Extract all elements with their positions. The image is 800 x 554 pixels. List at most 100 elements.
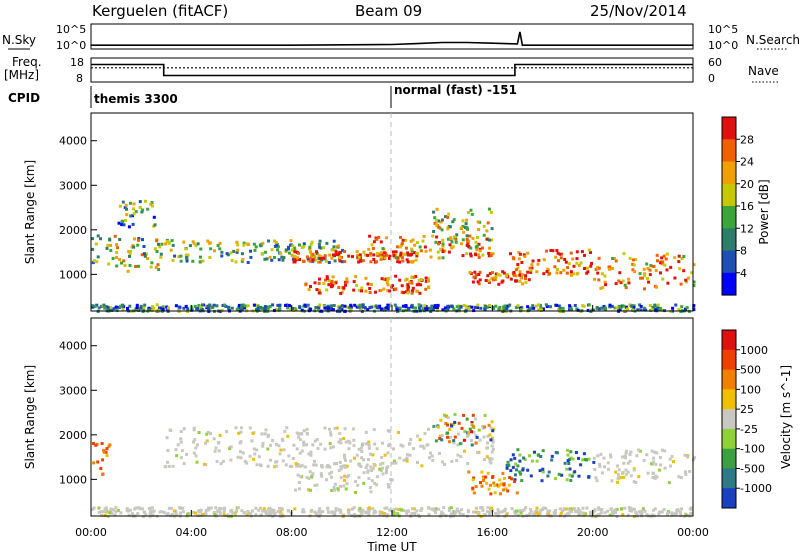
heatmap-cell bbox=[665, 268, 669, 272]
heatmap-cell bbox=[393, 511, 397, 515]
heatmap-cell bbox=[239, 430, 243, 434]
heatmap-cell bbox=[144, 513, 148, 517]
heatmap-cell bbox=[501, 471, 505, 475]
heatmap-cell bbox=[437, 219, 440, 223]
heatmap-cell bbox=[269, 458, 273, 462]
heatmap-cell bbox=[448, 243, 452, 247]
heatmap-cell bbox=[302, 429, 306, 433]
heatmap-cell bbox=[471, 413, 475, 417]
heatmap-cell bbox=[277, 444, 281, 448]
x-tick-label: 20:00 bbox=[577, 526, 609, 539]
heatmap-cell bbox=[415, 254, 419, 258]
heatmap-cell bbox=[644, 308, 648, 312]
heatmap-cell bbox=[469, 254, 473, 258]
heatmap-cell bbox=[417, 278, 421, 282]
heatmap-cell bbox=[672, 513, 676, 516]
heatmap-cell bbox=[622, 475, 626, 479]
heatmap-cell bbox=[360, 513, 364, 517]
heatmap-cell bbox=[645, 262, 649, 266]
heatmap-cell bbox=[535, 511, 539, 515]
heatmap-cell bbox=[253, 248, 257, 252]
heatmap-cell bbox=[629, 506, 632, 510]
heatmap-cell bbox=[383, 278, 386, 282]
heatmap-cell bbox=[512, 271, 516, 274]
heatmap-cell bbox=[216, 244, 220, 248]
heatmap-cell bbox=[531, 459, 534, 463]
heatmap-cell bbox=[611, 267, 615, 270]
heatmap-cell bbox=[134, 265, 138, 268]
heatmap-cell bbox=[108, 238, 112, 242]
heatmap-cell bbox=[246, 242, 250, 246]
heatmap-cell bbox=[292, 443, 296, 447]
colorbar-swatch bbox=[722, 139, 736, 163]
heatmap-cell bbox=[624, 305, 628, 309]
heatmap-cell bbox=[470, 430, 474, 434]
heatmap-cell bbox=[404, 246, 408, 250]
heatmap-cell bbox=[515, 491, 519, 495]
heatmap-cell bbox=[614, 259, 618, 263]
heatmap-cell bbox=[357, 476, 361, 480]
heatmap-cell bbox=[394, 250, 398, 254]
heatmap-cell bbox=[229, 251, 233, 255]
heatmap-cell bbox=[684, 513, 688, 517]
heatmap-cell bbox=[595, 479, 599, 483]
heatmap-cell bbox=[581, 513, 585, 517]
heatmap-cell bbox=[192, 242, 196, 246]
heatmap-cell bbox=[637, 448, 641, 452]
heatmap-cell bbox=[142, 245, 146, 248]
heatmap-cell bbox=[521, 509, 525, 513]
heatmap-cell bbox=[421, 307, 425, 311]
heatmap-cell bbox=[326, 510, 330, 514]
x-tick-label: 00:00 bbox=[75, 526, 107, 539]
heatmap-cell bbox=[125, 207, 128, 211]
heatmap-cell bbox=[538, 469, 542, 473]
heatmap-cell bbox=[368, 234, 372, 238]
heatmap-cell bbox=[342, 484, 346, 488]
heatmap-cell bbox=[410, 276, 414, 280]
heatmap-cell bbox=[583, 458, 587, 461]
heatmap-cell bbox=[290, 464, 294, 468]
heatmap-cell bbox=[502, 477, 506, 480]
colorbar-tick-label: 20 bbox=[740, 178, 754, 191]
heatmap-cell bbox=[379, 289, 383, 292]
heatmap-cell bbox=[609, 507, 613, 511]
heatmap-cell bbox=[251, 431, 255, 435]
heatmap-cell bbox=[127, 513, 131, 517]
heatmap-cell bbox=[575, 510, 579, 513]
heatmap-cell bbox=[560, 473, 564, 477]
heatmap-cell bbox=[542, 258, 546, 262]
heatmap-cell bbox=[357, 447, 361, 451]
heatmap-cell bbox=[674, 303, 678, 307]
heatmap-cell bbox=[127, 250, 131, 253]
heatmap-cell bbox=[375, 260, 378, 264]
heatmap-cell bbox=[466, 510, 470, 514]
nsky-panel-frame bbox=[90, 23, 694, 50]
heatmap-cell bbox=[461, 224, 465, 228]
heatmap-cell bbox=[529, 268, 533, 272]
heatmap-cell bbox=[311, 252, 315, 256]
heatmap-cell bbox=[230, 306, 234, 310]
heatmap-cell bbox=[539, 303, 542, 307]
heatmap-cell bbox=[340, 260, 344, 264]
heatmap-cell bbox=[684, 278, 688, 282]
heatmap-cell bbox=[427, 427, 431, 431]
heatmap-cell bbox=[448, 506, 451, 510]
colorbar-tick-label: -1000 bbox=[740, 482, 772, 495]
heatmap-cell bbox=[489, 438, 493, 442]
heatmap-cell bbox=[491, 447, 495, 451]
heatmap-cell bbox=[100, 510, 104, 514]
heatmap-cell bbox=[490, 450, 494, 454]
heatmap-cell bbox=[635, 454, 639, 458]
heatmap-cell bbox=[660, 510, 664, 514]
heatmap-cell bbox=[199, 247, 203, 251]
heatmap-cell bbox=[234, 426, 238, 430]
heatmap-cell bbox=[240, 259, 244, 263]
heatmap-cell bbox=[621, 513, 625, 516]
nave-top-tick: 60 bbox=[708, 56, 722, 69]
heatmap-cell bbox=[231, 511, 235, 515]
heatmap-cell bbox=[264, 428, 268, 432]
heatmap-cell bbox=[642, 459, 646, 462]
heatmap-cell bbox=[265, 305, 269, 309]
heatmap-cell bbox=[101, 458, 105, 462]
heatmap-cell bbox=[305, 255, 309, 259]
